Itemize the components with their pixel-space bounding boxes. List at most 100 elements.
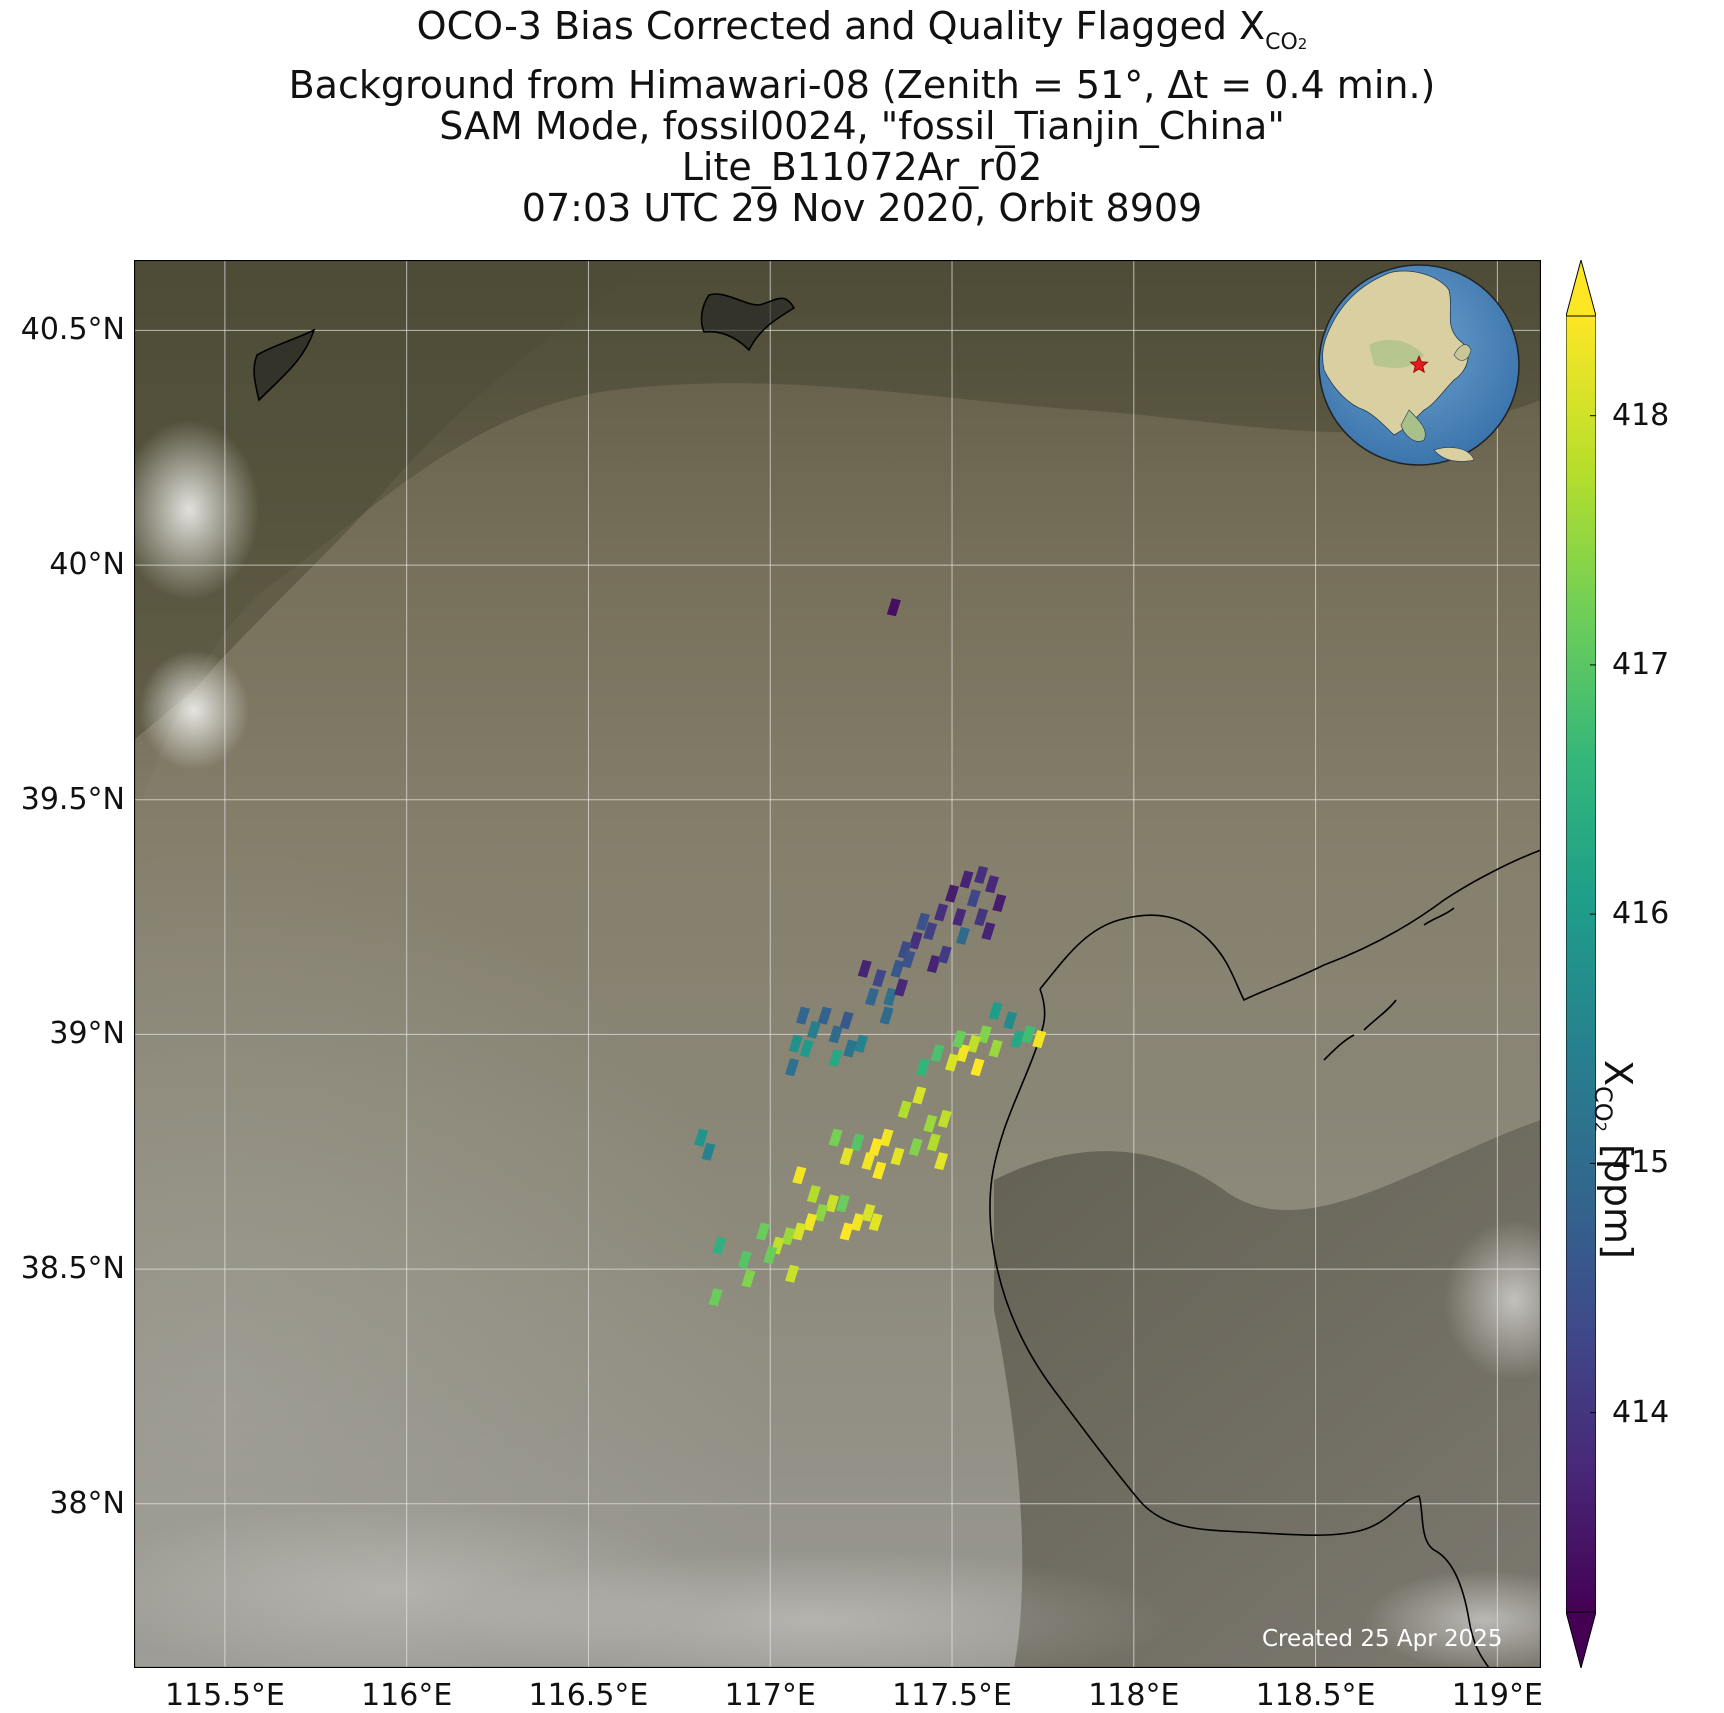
xco2-sounding: [879, 1128, 894, 1147]
xco2-sounding: [806, 1020, 821, 1039]
xco2-sounding: [883, 987, 898, 1006]
colorbar-tick-label: 416: [1612, 896, 1670, 932]
xco2-sounding: [937, 945, 952, 964]
lon-tick-label: 118°E: [1088, 1678, 1180, 1713]
xco2-sounding: [785, 1058, 800, 1077]
xco2-sounding: [828, 1025, 843, 1044]
xco2-sounding: [795, 1006, 810, 1025]
xco2-sounding: [908, 931, 923, 950]
xco2-sounding: [908, 1138, 923, 1157]
xco2-sounding: [988, 1001, 1003, 1020]
xco2-sounding: [828, 1048, 843, 1067]
lon-tick-label: 115.5°E: [164, 1678, 285, 1713]
xco2-sounding: [755, 1222, 770, 1241]
colorbar-tick-label: 417: [1612, 646, 1670, 682]
xco2-sounding: [741, 1269, 756, 1288]
xco2-sounding: [792, 1222, 807, 1241]
xco2-sounding: [814, 1203, 829, 1222]
xco2-sounding: [974, 865, 989, 884]
xco2-soundings: [694, 598, 1047, 1307]
xco2-sounding: [825, 1194, 840, 1213]
xco2-sounding: [966, 889, 981, 908]
xco2-sounding: [926, 955, 941, 973]
xco2-sounding: [934, 1152, 949, 1171]
globe-southeast-asia: [1400, 409, 1426, 442]
satellite-background: [134, 260, 1541, 1668]
xco2-sounding: [923, 922, 938, 941]
xco2-sounding: [865, 987, 880, 1006]
colorbar: [1566, 260, 1596, 1668]
xco2-sounding: [894, 978, 909, 997]
title-line-2: Background from Himawari-08 (Zenith = 51…: [288, 63, 1436, 107]
lon-tick-label: 117°E: [724, 1678, 816, 1713]
globe-australia: [1433, 447, 1475, 462]
xco2-sounding: [850, 1133, 865, 1152]
xco2-sounding: [857, 959, 872, 978]
title-line-5: 07:03 UTC 29 Nov 2020, Orbit 8909: [521, 186, 1203, 230]
xco2-sounding: [970, 1058, 985, 1077]
xco2-sounding: [890, 1147, 905, 1166]
colorbar-tick-label: 415: [1612, 1145, 1670, 1181]
map-border: [134, 260, 1541, 1668]
coastline: [253, 293, 1541, 1668]
globe-target-star-icon: [1409, 354, 1429, 374]
xco2-sounding: [799, 1039, 814, 1058]
xco2-sounding: [694, 1128, 709, 1147]
xco2-sounding: [803, 1213, 818, 1232]
colorbar-label: XCO2 [ppm]: [1589, 1060, 1640, 1259]
xco2-sounding: [988, 1039, 1003, 1058]
xco2-sounding: [879, 1006, 894, 1025]
xco2-sounding: [1021, 1025, 1036, 1044]
xco2-sounding: [981, 922, 996, 941]
lon-tick-label: 119°E: [1451, 1678, 1543, 1713]
xco2-sounding: [937, 1109, 952, 1128]
lat-tick-label: 39°N: [49, 1016, 125, 1052]
xco2-sounding: [861, 1203, 876, 1222]
xco2-sounding: [952, 1030, 967, 1049]
xco2-sounding: [934, 903, 949, 922]
xco2-sounding: [912, 1086, 927, 1105]
xco2-sounding: [835, 1194, 850, 1213]
xco2-sounding: [861, 1152, 876, 1171]
xco2-sounding: [737, 1250, 752, 1269]
colorbar-extend-max: [1566, 260, 1596, 317]
xco2-sounding: [785, 1264, 800, 1283]
xco2-sounding: [781, 1227, 796, 1246]
xco2-sounding: [915, 912, 930, 931]
title-line-1: OCO-3 Bias Corrected and Quality Flagged…: [416, 4, 1308, 56]
xco2-sounding: [806, 1184, 821, 1203]
map-panel[interactable]: [134, 260, 1541, 1668]
xco2-sounding: [868, 1138, 883, 1157]
xco2-sounding: [712, 1236, 727, 1255]
colorbar-tick-label: 418: [1612, 397, 1670, 433]
xco2-sounding: [872, 1161, 887, 1180]
xco2-sounding: [923, 1114, 938, 1133]
xco2-sounding: [926, 1133, 941, 1152]
xco2-sounding: [966, 1034, 981, 1053]
colorbar-gradient: [1566, 315, 1596, 1613]
xco2-sounding: [839, 1147, 854, 1166]
xco2-sounding: [828, 1128, 843, 1147]
xco2-sounding: [890, 959, 905, 978]
xco2-sounding: [955, 926, 970, 945]
xco2-sounding: [1003, 1011, 1018, 1030]
lon-tick-label: 117.5°E: [892, 1678, 1012, 1713]
xco2-sounding: [708, 1288, 723, 1307]
title-line-4: Lite_B11072Ar_r02: [681, 145, 1043, 189]
xco2-sounding: [763, 1245, 778, 1264]
created-date-text: Created 25 Apr 2025: [1262, 1626, 1503, 1652]
xco2-sounding: [1032, 1030, 1047, 1049]
xco2-sounding: [886, 598, 901, 617]
xco2-sounding: [952, 908, 967, 927]
xco2-sounding: [839, 1011, 854, 1030]
xco2-sounding: [788, 1034, 803, 1053]
xco2-sounding: [839, 1222, 854, 1241]
xco2-sounding: [868, 1213, 883, 1232]
xco2-sounding: [701, 1142, 716, 1161]
lon-tick-label: 116.5°E: [528, 1678, 649, 1713]
xco2-sounding: [854, 1034, 869, 1053]
locator-globe: [1318, 264, 1520, 466]
lat-tick-label: 38.5°N: [20, 1251, 125, 1287]
lon-tick-label: 118.5°E: [1255, 1678, 1376, 1713]
map-canvas[interactable]: [134, 260, 1541, 1668]
